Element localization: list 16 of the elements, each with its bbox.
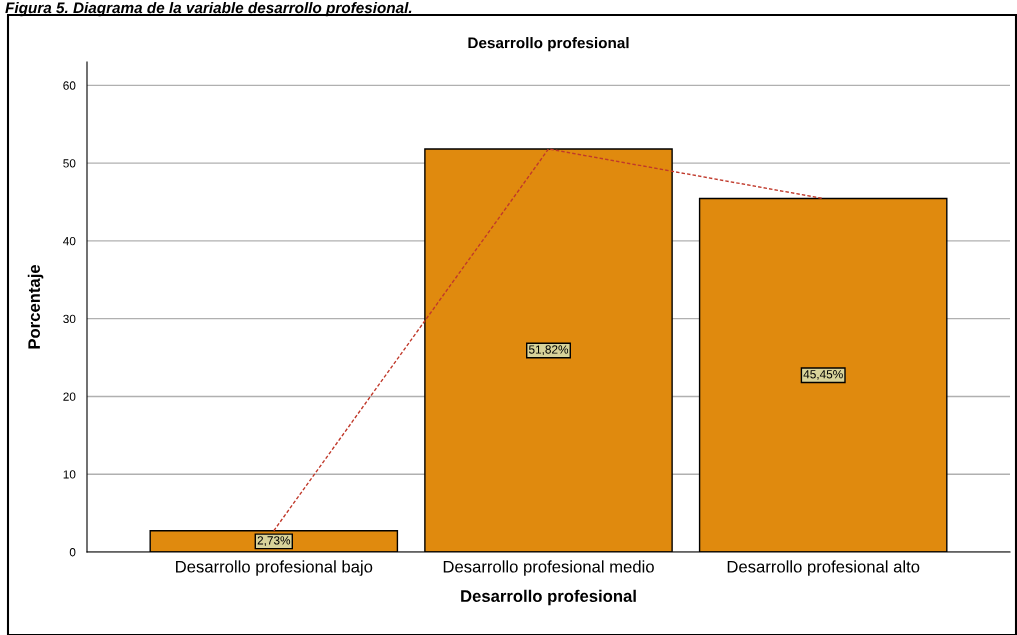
x-tick-label: Desarrollo profesional alto [727,560,920,576]
y-tick-label: 40 [63,236,76,246]
y-tick-label: 20 [63,392,76,401]
chart-title: Desarrollo profesional [468,37,629,52]
x-tick-label: Desarrollo profesional bajo [176,560,373,576]
data-label: 51,82% [528,345,569,356]
y-tick-label: 10 [63,470,76,479]
y-axis-title: Porcentaje [27,264,44,349]
x-axis-title: Desarrollo profesional [461,589,636,606]
y-tick-label: 50 [63,159,76,168]
data-label: 2,73% [257,536,291,546]
y-tick-label: 30 [63,314,76,324]
x-tick-label: Desarrollo profesional medio [443,560,654,576]
data-label: 45,45% [803,370,843,380]
y-tick-label: 60 [63,81,76,90]
y-tick-label: 0 [69,548,76,557]
